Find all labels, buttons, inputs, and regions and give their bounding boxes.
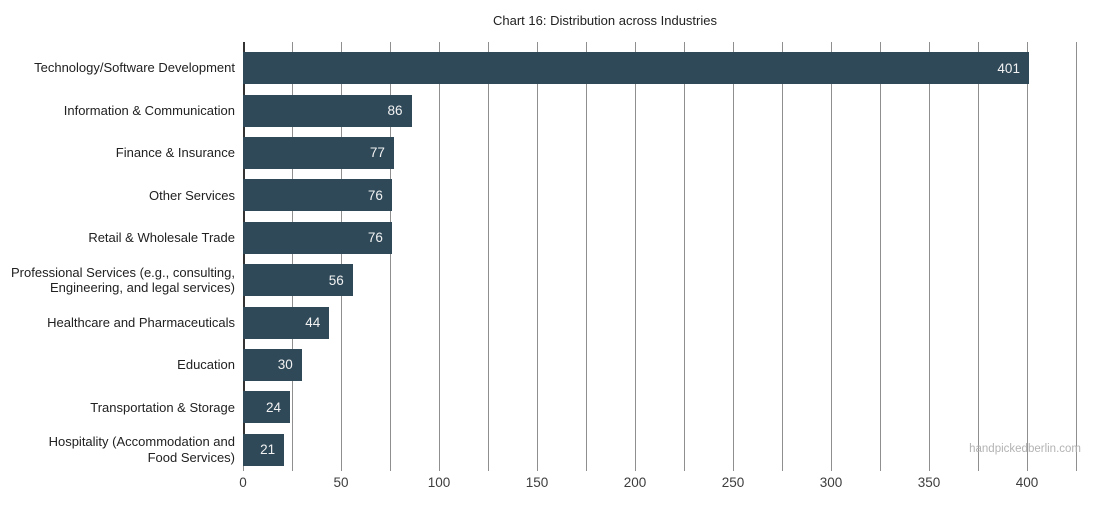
x-axis: 0 50 100 150 200 250 300 350 400 xyxy=(239,475,1096,491)
bar-row: Other Services 76 xyxy=(0,174,1108,216)
bar-value-label: 30 xyxy=(277,357,293,373)
category-label: Finance & Insurance xyxy=(115,145,235,161)
bar: 76 xyxy=(243,179,392,212)
bar-value-label: 77 xyxy=(369,145,385,161)
bar: 76 xyxy=(243,221,392,254)
bar: 24 xyxy=(243,391,291,424)
bar: 21 xyxy=(243,433,285,466)
bar-value-label: 44 xyxy=(305,315,321,331)
bar: 44 xyxy=(243,306,330,339)
x-tick-label: 300 xyxy=(819,475,843,490)
x-tick-label: 50 xyxy=(333,475,349,490)
category-label: Transportation & Storage xyxy=(90,399,235,415)
category-label: Retail & Wholesale Trade xyxy=(88,229,235,245)
bar-value-label: 76 xyxy=(367,187,383,203)
bar-row: Education 30 xyxy=(0,344,1108,386)
bar-value-label: 76 xyxy=(367,230,383,246)
bar-row: Healthcare and Pharmaceuticals 44 xyxy=(0,301,1108,343)
category-label: Education xyxy=(177,357,235,373)
bar-value-label: 86 xyxy=(387,103,403,119)
bar-row: Finance & Insurance 77 xyxy=(0,132,1108,174)
x-tick-label: 400 xyxy=(1015,475,1039,490)
category-label: Technology/Software Development xyxy=(34,60,235,76)
category-label: Healthcare and Pharmaceuticals xyxy=(47,314,235,330)
x-tick-label: 250 xyxy=(721,475,745,490)
bar-row: Transportation & Storage 24 xyxy=(0,386,1108,428)
bar-row: Professional Services (e.g., consulting,… xyxy=(0,259,1108,301)
bar: 56 xyxy=(243,264,353,297)
category-label: Information & Communication xyxy=(63,102,235,118)
bar: 77 xyxy=(243,136,394,169)
bar: 30 xyxy=(243,348,302,381)
x-tick-label: 100 xyxy=(427,475,451,490)
bar-row: Information & Communication 86 xyxy=(0,89,1108,131)
bar-row: Retail & Wholesale Trade 76 xyxy=(0,217,1108,259)
chart-title: Chart 16: Distribution across Industries xyxy=(493,13,717,28)
x-tick-label: 350 xyxy=(917,475,941,490)
x-tick-label: 200 xyxy=(623,475,647,490)
category-label: Other Services xyxy=(149,187,235,203)
bar-value-label: 56 xyxy=(328,272,344,288)
x-tick-label: 150 xyxy=(525,475,549,490)
category-label: Professional Services (e.g., consulting,… xyxy=(11,264,235,296)
category-label: Hospitality (Accommodation and Food Serv… xyxy=(48,434,235,465)
bar-row: Technology/Software Development 401 xyxy=(0,47,1108,89)
watermark: handpickedberlin.com xyxy=(969,443,1081,455)
bar-value-label: 21 xyxy=(260,442,276,458)
bar: 86 xyxy=(243,94,412,127)
bar-rows: Technology/Software Development 401 Info… xyxy=(0,42,1108,466)
bar: 401 xyxy=(243,52,1029,85)
x-tick-label: 0 xyxy=(239,475,247,490)
bar-row: Hospitality (Accommodation and Food Serv… xyxy=(0,429,1108,471)
bar-value-label: 401 xyxy=(997,60,1020,76)
bar-value-label: 24 xyxy=(266,399,282,415)
y-axis-line xyxy=(243,42,245,466)
